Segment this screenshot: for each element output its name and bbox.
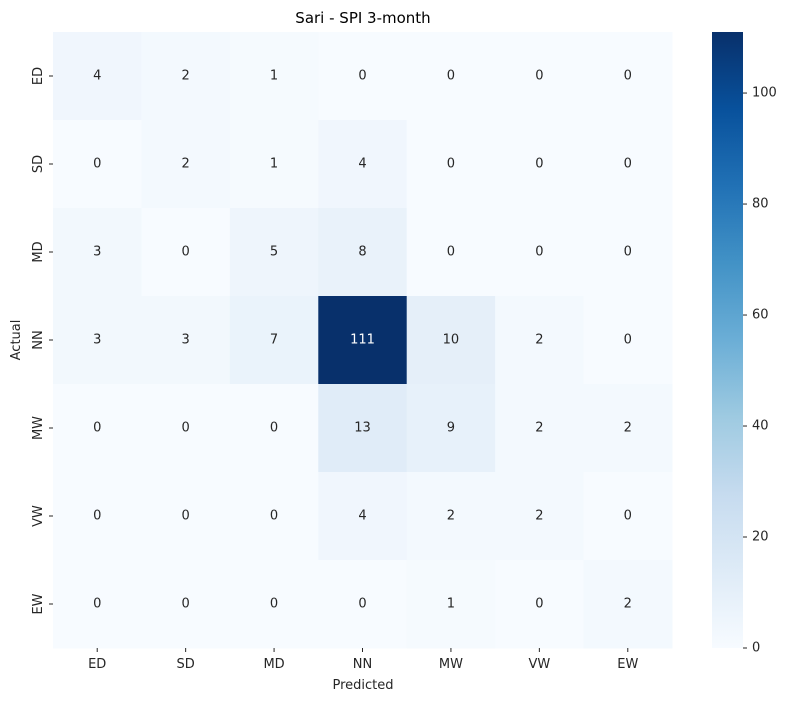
cell-value-label: 2 [535, 333, 543, 348]
colorbar-tick-label: 80 [752, 197, 769, 212]
colorbar-ticks: 0 20 40 60 80 100 [743, 86, 777, 656]
cell-value-label: 4 [358, 509, 366, 524]
cell-value-label: 10 [443, 333, 460, 348]
cell-value-label: 0 [535, 245, 543, 260]
y-axis-label: Actual [9, 320, 24, 361]
cell-value-label: 0 [624, 157, 632, 172]
x-tick-label: MW [439, 657, 463, 672]
x-tick-label: SD [177, 657, 195, 672]
cell-value-label: 4 [358, 157, 366, 172]
y-tick-label: MW [31, 416, 46, 440]
cell-value-label: 0 [181, 597, 189, 612]
cell-value-label: 2 [447, 509, 455, 524]
cell-value-label: 0 [624, 245, 632, 260]
x-tick-label: EW [617, 657, 638, 672]
cell-value-label: 4 [93, 69, 101, 84]
y-tick-label: EW [31, 593, 46, 614]
cell-value-label: 0 [624, 509, 632, 524]
cell-value-label: 0 [270, 597, 278, 612]
cell-value-label: 0 [181, 245, 189, 260]
cell-value-label: 3 [93, 333, 101, 348]
cell-value-label: 8 [358, 245, 366, 260]
colorbar [712, 32, 743, 648]
cell-value-label: 2 [535, 509, 543, 524]
cell-value-label: 111 [350, 333, 375, 348]
cell-value-label: 0 [624, 69, 632, 84]
cell-value-label: 3 [93, 245, 101, 260]
x-tick-label: NN [353, 657, 372, 672]
chart-title: Sari - SPI 3-month [295, 9, 430, 27]
cell-value-label: 7 [270, 333, 278, 348]
y-tick-label: ED [31, 67, 46, 85]
x-axis-ticks: ED SD MD NN MW VW EW [88, 648, 638, 672]
cell-value-label: 0 [535, 597, 543, 612]
colorbar-tick-label: 100 [752, 86, 777, 101]
x-tick-label: VW [528, 657, 550, 672]
colorbar-tick-label: 60 [752, 308, 769, 323]
cell-value-label: 1 [447, 597, 455, 612]
cell-value-label: 0 [535, 157, 543, 172]
y-tick-label: MD [31, 241, 46, 262]
cell-value-label: 2 [624, 421, 632, 436]
cell-value-label: 3 [181, 333, 189, 348]
cell-value-label: 0 [447, 69, 455, 84]
cell-value-label: 0 [93, 509, 101, 524]
cell-value-label: 2 [181, 69, 189, 84]
x-tick-label: ED [88, 657, 106, 672]
cell-value-label: 0 [358, 69, 366, 84]
cell-value-label: 0 [181, 509, 189, 524]
y-tick-label: VW [31, 505, 46, 527]
colorbar-tick-label: 20 [752, 530, 769, 545]
cell-value-label: 0 [93, 597, 101, 612]
cell-value-label: 2 [624, 597, 632, 612]
cell-value-label: 2 [535, 421, 543, 436]
cell-value-label: 0 [93, 421, 101, 436]
colorbar-tick-label: 40 [752, 419, 769, 434]
cell-value-label: 0 [447, 157, 455, 172]
x-tick-label: MD [263, 657, 284, 672]
cell-value-label: 1 [270, 157, 278, 172]
cell-value-label: 13 [354, 421, 371, 436]
cell-value-label: 0 [358, 597, 366, 612]
cell-value-label: 9 [447, 421, 455, 436]
cell-value-label: 0 [535, 69, 543, 84]
cell-value-label: 0 [624, 333, 632, 348]
cell-value-label: 1 [270, 69, 278, 84]
cell-value-label: 0 [270, 509, 278, 524]
y-tick-label: SD [31, 155, 46, 173]
y-tick-label: NN [31, 330, 46, 349]
x-axis-label: Predicted [332, 678, 393, 693]
cell-value-label: 0 [447, 245, 455, 260]
cell-value-label: 2 [181, 157, 189, 172]
cell-value-label: 5 [270, 245, 278, 260]
cell-value-label: 0 [181, 421, 189, 436]
cell-value-label: 0 [270, 421, 278, 436]
y-axis-ticks: ED SD MD NN MW VW EW [31, 67, 53, 615]
colorbar-tick-label: 0 [752, 641, 760, 656]
cell-value-label: 0 [93, 157, 101, 172]
